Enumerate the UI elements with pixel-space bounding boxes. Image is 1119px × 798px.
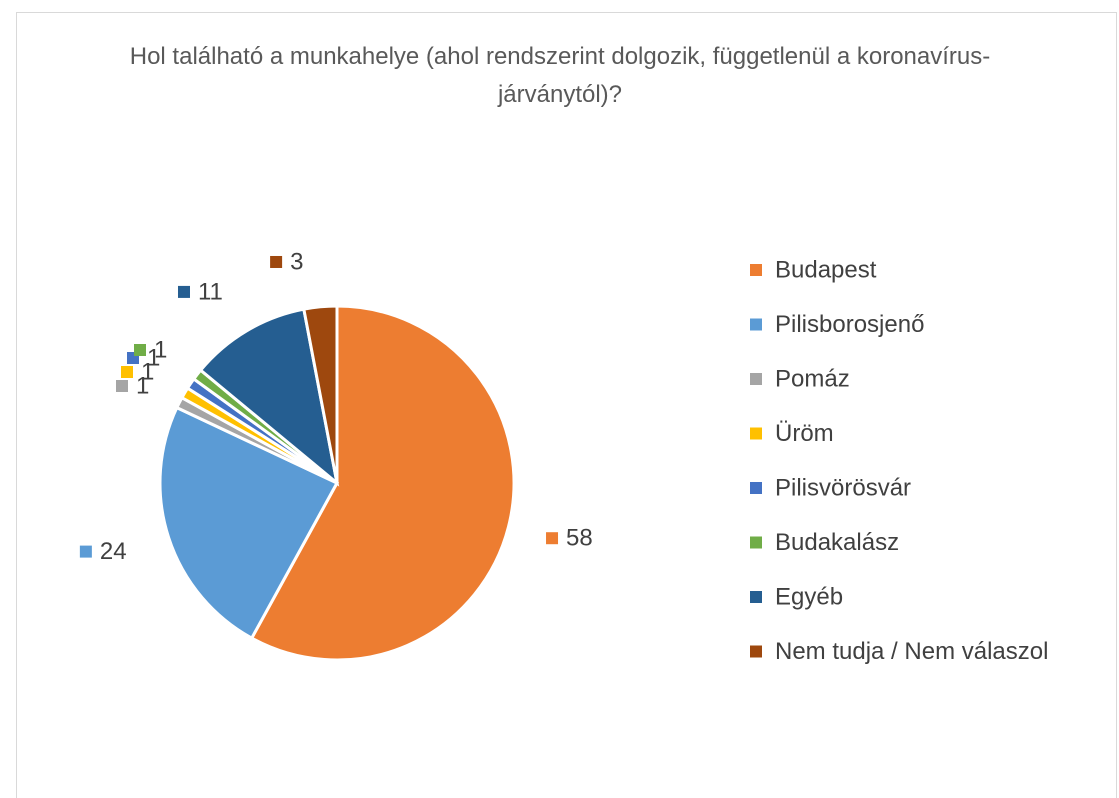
- data-label: 24: [100, 538, 127, 565]
- legend-label: Egyéb: [775, 583, 843, 610]
- label-marker: [546, 532, 559, 545]
- legend-marker: [750, 482, 762, 494]
- legend-label: Pilisborosjenő: [775, 311, 924, 338]
- data-label: 1: [141, 358, 154, 385]
- legend-label: Budapest: [775, 256, 877, 283]
- pie-slice: [198, 307, 340, 487]
- label-marker: [116, 380, 128, 392]
- data-label: 11: [198, 278, 223, 305]
- pie-slice: [158, 405, 340, 641]
- legend-label: Budakalász: [775, 529, 899, 556]
- label-marker: [134, 344, 146, 356]
- legend-label: Pomáz: [775, 365, 850, 392]
- label-marker: [121, 366, 133, 378]
- legend-marker: [750, 373, 762, 385]
- legend-marker: [750, 427, 762, 440]
- legend-marker: [750, 591, 762, 603]
- pie-slice: [302, 304, 339, 484]
- chart-title: Hol található a munkahelye (ahol rendsze…: [129, 43, 991, 108]
- legend-label: Nem tudja / Nem válaszol: [775, 638, 1048, 665]
- legend-marker: [750, 536, 762, 549]
- label-marker: [270, 255, 283, 268]
- legend-label: Pilisvörösvár: [775, 474, 911, 501]
- legend-marker: [750, 264, 762, 276]
- data-label: 58: [566, 525, 593, 552]
- data-label: 1: [154, 336, 167, 363]
- data-label: 3: [290, 248, 303, 275]
- label-marker: [177, 285, 190, 298]
- data-label: 1: [147, 344, 160, 371]
- label-marker: [79, 545, 92, 558]
- chart-border: [16, 12, 1117, 798]
- data-label: 1: [136, 372, 149, 399]
- legend-label: Üröm: [775, 420, 834, 447]
- legend-marker: [750, 645, 762, 658]
- legend-marker: [750, 318, 762, 331]
- pie-slice: [249, 304, 516, 662]
